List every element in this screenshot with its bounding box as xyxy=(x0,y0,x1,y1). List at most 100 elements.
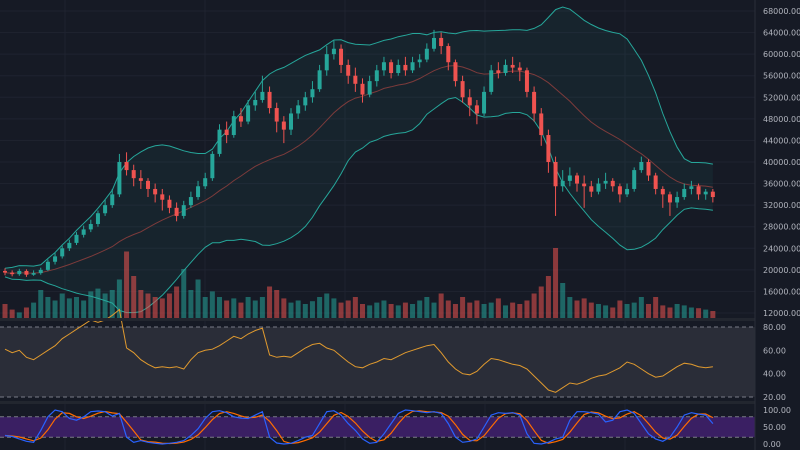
price-tick-label: 40000.00 xyxy=(763,158,800,167)
candle xyxy=(310,81,315,103)
candle-body xyxy=(703,191,708,195)
stoch-rsi-pane[interactable] xyxy=(0,409,755,445)
candle xyxy=(653,172,658,195)
candle-body xyxy=(160,194,165,200)
price-tick-label: 56000.00 xyxy=(763,72,800,81)
candle xyxy=(153,183,158,203)
volume-bar xyxy=(345,300,351,318)
candle-body xyxy=(389,62,394,74)
candle-body xyxy=(424,48,429,60)
candle xyxy=(124,152,129,176)
volume-bar xyxy=(16,312,22,318)
candle-body xyxy=(560,180,565,187)
candle xyxy=(138,170,143,189)
candle-body xyxy=(625,188,630,195)
candle-body xyxy=(696,186,701,195)
volume-bar xyxy=(388,304,394,318)
candle-body xyxy=(24,270,29,275)
candle xyxy=(53,253,58,265)
candle xyxy=(110,188,115,208)
candle xyxy=(246,99,251,125)
stoch-k-line xyxy=(4,409,714,445)
price-pane[interactable] xyxy=(2,6,716,318)
candle xyxy=(546,129,551,173)
pane-dividers[interactable] xyxy=(0,318,800,404)
candle-body xyxy=(632,170,637,189)
candle xyxy=(625,183,630,198)
volume-bar xyxy=(574,300,580,318)
candle-body xyxy=(167,199,172,208)
candle xyxy=(496,62,501,79)
candle-body xyxy=(689,186,694,189)
volume-bar xyxy=(52,300,58,318)
candle xyxy=(181,200,186,219)
candle xyxy=(510,56,515,74)
candle xyxy=(217,124,222,157)
candle-body xyxy=(710,191,715,198)
candle-body xyxy=(432,37,436,49)
candle-body xyxy=(603,180,608,184)
candle-body xyxy=(667,194,672,203)
price-tick-label: 64000.00 xyxy=(763,29,800,38)
candle xyxy=(267,86,272,114)
volume-bar xyxy=(696,308,702,318)
bollinger-lower-line xyxy=(4,96,713,314)
price-tick-label: 32000.00 xyxy=(763,201,800,210)
rsi-pane[interactable] xyxy=(0,308,755,398)
volume-bar xyxy=(524,300,530,318)
candle xyxy=(589,180,594,198)
rsi-tick-label: 60.00 xyxy=(763,346,786,355)
candle-body xyxy=(153,188,158,195)
volume-bars xyxy=(2,248,716,318)
volume-bar xyxy=(631,302,637,318)
candle xyxy=(474,99,479,125)
volume-bar xyxy=(467,302,473,318)
volume-bar xyxy=(267,286,273,318)
candle-body xyxy=(10,272,15,275)
candle-body xyxy=(617,186,622,195)
candle-body xyxy=(260,91,265,100)
candle xyxy=(696,183,701,200)
volume-bar xyxy=(367,305,373,318)
candlesticks xyxy=(3,29,715,277)
volume-bar xyxy=(45,297,51,318)
stoch-band xyxy=(0,416,755,438)
candle xyxy=(667,191,672,216)
volume-bar xyxy=(681,305,687,318)
price-tick-label: 28000.00 xyxy=(763,223,800,232)
candle-body xyxy=(67,242,72,249)
volume-bar xyxy=(31,302,37,318)
candle xyxy=(660,186,665,208)
candle xyxy=(389,59,394,79)
candle-body xyxy=(253,99,258,106)
candle-body xyxy=(660,188,665,195)
volume-bar xyxy=(567,297,573,318)
candle xyxy=(160,188,165,211)
volume-bar xyxy=(159,298,165,318)
candle xyxy=(260,75,265,103)
pane-divider xyxy=(0,401,800,404)
price-axis[interactable]: 68000.00 64000.00 60000.00 56000.00 52000.00… xyxy=(754,0,800,450)
candle-body xyxy=(31,273,36,275)
candle xyxy=(575,172,579,192)
grid-lines xyxy=(0,0,755,450)
volume-bar xyxy=(23,307,29,318)
volume-bar xyxy=(503,305,508,318)
candle-body xyxy=(124,162,129,171)
volume-bar xyxy=(495,298,501,318)
candle-body xyxy=(339,48,344,65)
volume-bar xyxy=(188,290,194,318)
candle-body xyxy=(539,113,544,136)
candle-body xyxy=(246,105,251,122)
volume-bar xyxy=(510,302,516,318)
volume-bar xyxy=(59,293,65,318)
candle xyxy=(553,156,558,216)
candle-body xyxy=(460,81,465,98)
candle-body xyxy=(224,129,229,136)
volume-bar xyxy=(238,302,244,318)
candle xyxy=(10,270,15,277)
stoch-d-line xyxy=(4,410,714,445)
volume-bar xyxy=(302,304,308,318)
candle xyxy=(117,153,122,198)
